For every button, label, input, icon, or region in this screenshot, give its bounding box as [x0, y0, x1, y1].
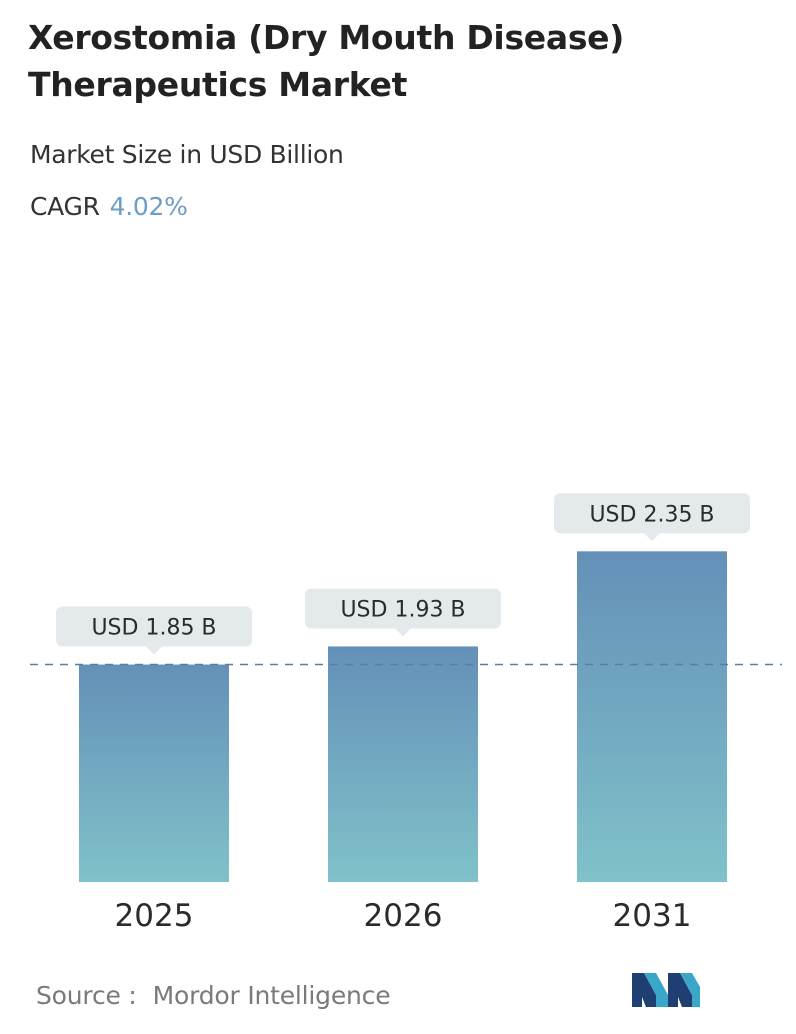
source-footer: Source : Mordor Intelligence	[36, 978, 391, 1014]
x-axis-ticks: 2025 2026 2031	[115, 898, 692, 934]
cagr-value: 4.02%	[109, 192, 188, 221]
cagr-row: CAGR 4.02%	[30, 189, 188, 225]
cagr-label: CAGR	[30, 192, 100, 221]
chart-subtitle: Market Size in USD Billion	[30, 140, 344, 169]
data-label-box	[56, 606, 252, 647]
x-tick-label-2031: 2031	[613, 898, 692, 934]
data-labels-layer: USD 1.85 B USD 1.93 B USD 2.35 B	[56, 493, 750, 655]
bar-2025	[79, 664, 229, 882]
data-label-2031: USD 2.35 B	[554, 493, 750, 542]
source-label: Source :	[36, 981, 137, 1010]
x-tick-label-2026: 2026	[364, 898, 443, 934]
data-label-pointer	[644, 533, 660, 542]
data-label-2026: USD 1.93 B	[305, 588, 501, 637]
data-label-pointer	[146, 646, 162, 655]
chart-title: Xerostomia (Dry Mouth Disease) Therapeut…	[28, 18, 625, 104]
bar-2026	[328, 646, 478, 882]
data-label-box	[305, 588, 501, 629]
bars-layer	[79, 551, 727, 882]
data-label-box	[554, 493, 750, 534]
data-label-text: USD 1.93 B	[340, 597, 465, 622]
data-label-text: USD 2.35 B	[589, 502, 714, 527]
source-name: Mordor Intelligence	[152, 981, 391, 1010]
data-label-2025: USD 1.85 B	[56, 606, 252, 655]
bar-2031	[577, 551, 727, 882]
data-label-pointer	[395, 628, 411, 637]
x-tick-label-2025: 2025	[115, 898, 194, 934]
mordor-intelligence-logo	[632, 973, 700, 1007]
data-label-text: USD 1.85 B	[91, 616, 216, 641]
